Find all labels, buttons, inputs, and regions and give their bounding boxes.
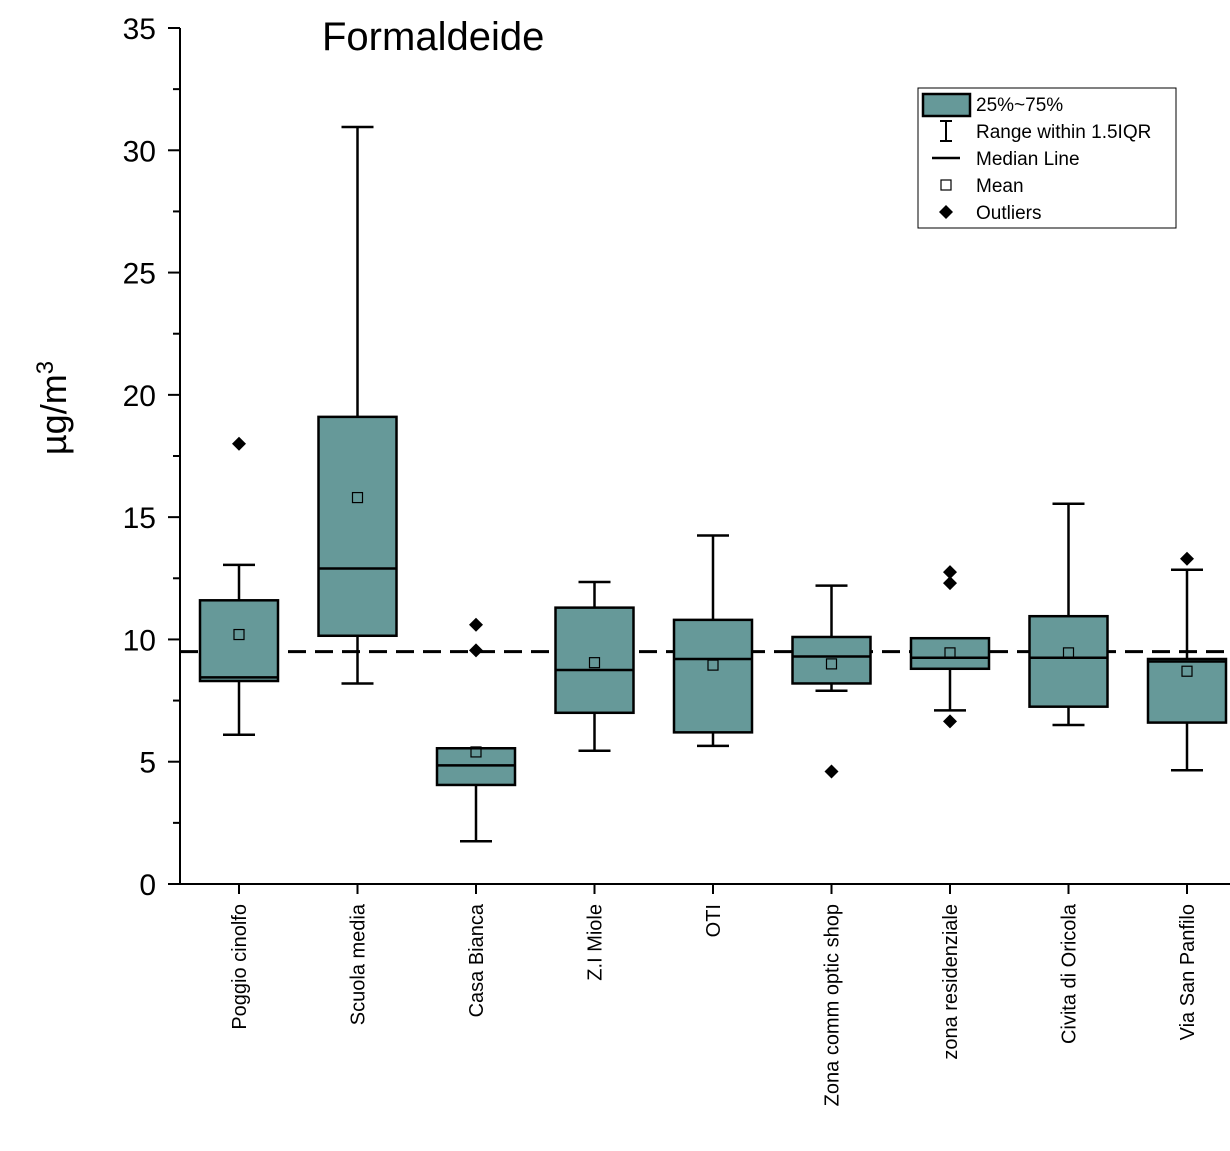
y-axis-label-superscript: 3: [32, 361, 59, 374]
legend-label: Mean: [976, 176, 1024, 197]
iqr-box: [198, 599, 280, 683]
mean-marker: [707, 659, 719, 671]
outlier-marker: [943, 714, 957, 729]
y-tick-label: 30: [123, 135, 156, 168]
y-tick-label: 5: [139, 747, 156, 780]
mean-marker: [1181, 665, 1193, 677]
iqr-box: [554, 606, 635, 715]
outlier-marker: [943, 576, 957, 591]
box-plot-5: [672, 534, 754, 748]
legend-box-symbol: [921, 92, 972, 118]
iqr-box: [317, 415, 398, 638]
outlier-marker: [1180, 551, 1194, 566]
outlier-marker: [943, 565, 957, 580]
y-tick-label: 15: [123, 502, 156, 535]
legend-label: Median Line: [976, 149, 1080, 170]
box-plot-8: [1028, 502, 1109, 727]
legend-label: 25%~75%: [976, 95, 1063, 116]
x-category-label: OTI: [703, 904, 725, 937]
outlier-marker: [469, 643, 483, 658]
outlier-marker: [232, 436, 246, 451]
legend-mean-symbol: [940, 179, 952, 191]
iqr-box: [1146, 657, 1228, 724]
outlier-marker: [824, 764, 839, 779]
box-plot-9: [1146, 551, 1228, 772]
axis-layer: 0 5 10 15 20 25 30 35 Poggio cinolfo Scuola media…: [123, 13, 1230, 1106]
legend: 25%~75% Range within 1.5IQR Median Line Mea…: [917, 87, 1177, 229]
x-category-label: Casa Bianca: [466, 903, 488, 1017]
x-category-label: Civita di Oricola: [1059, 903, 1081, 1044]
mean-marker: [944, 647, 956, 659]
mean-marker: [825, 658, 838, 670]
iqr-box: [791, 635, 872, 685]
x-category-label: Zona comm optic shop: [822, 904, 844, 1106]
mean-marker: [233, 628, 245, 641]
iqr-box: [909, 636, 991, 671]
y-axis-label-unit: µg/m: [33, 374, 74, 455]
box-plot-3: [435, 617, 517, 843]
iqr-box: [672, 618, 754, 734]
box-plot-6: [791, 584, 872, 779]
legend-outlier-symbol: [939, 205, 953, 219]
y-tick-label: 20: [123, 380, 156, 413]
legend-label: Outliers: [976, 203, 1041, 224]
x-category-label: Via San Panfilo: [1177, 904, 1199, 1040]
x-category-label: Poggio cinolfo: [229, 904, 251, 1030]
mean-marker: [588, 657, 601, 669]
x-category-label: Scuola media: [348, 903, 370, 1025]
mean-marker: [470, 746, 482, 758]
outlier-marker: [469, 617, 483, 632]
box-plot-7: [909, 565, 991, 729]
iqr-box: [1028, 614, 1109, 708]
y-tick-label: 25: [123, 258, 156, 291]
x-category-label: zona residenziale: [940, 904, 962, 1060]
x-category-label: Z.I Miole: [585, 904, 607, 981]
chart-title: Formaldeide: [322, 15, 544, 59]
box-plot-1: [198, 436, 280, 737]
mean-marker: [351, 491, 364, 504]
y-tick-label: 10: [123, 624, 156, 657]
y-tick-label: 35: [123, 13, 156, 46]
box-layer: [198, 125, 1228, 843]
y-tick-label: 0: [139, 869, 156, 902]
box-plot-4: [554, 580, 635, 752]
y-axis-label: µg/m3: [32, 361, 75, 455]
box-plot-2: [317, 125, 398, 685]
mean-marker: [1062, 647, 1075, 659]
legend-label: Range within 1.5IQR: [976, 122, 1151, 143]
